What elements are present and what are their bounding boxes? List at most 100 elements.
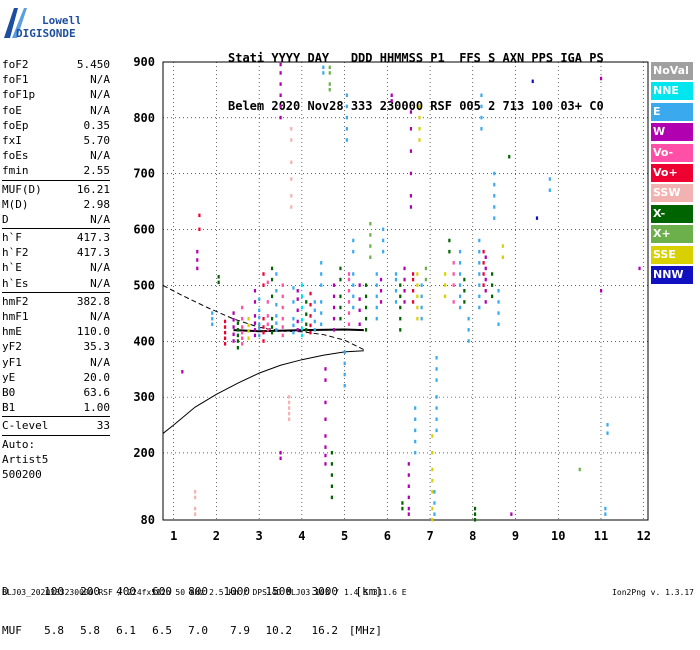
echo-point: [414, 450, 417, 455]
echo-point: [435, 356, 438, 360]
echo-point: [638, 266, 641, 271]
x-tick-label: 8: [469, 529, 476, 543]
echo-point: [394, 277, 398, 282]
true-height-profile: [162, 350, 364, 434]
echo-point: [320, 261, 323, 265]
echo-point: [292, 316, 295, 321]
x-tick-label: 10: [551, 529, 565, 543]
logo-mark-icon-2: [12, 8, 27, 38]
echo-point: [497, 311, 500, 315]
param-row: h`F 417.3: [2, 230, 110, 245]
echo-point: [548, 188, 551, 192]
echo-point: [352, 294, 355, 299]
echo-point: [458, 294, 462, 299]
echo-point: [343, 361, 346, 366]
echo-point: [375, 272, 378, 276]
param-value: N/A: [90, 276, 110, 290]
param-value: 110.0: [76, 325, 110, 339]
echo-point: [435, 428, 438, 433]
echo-point: [478, 249, 481, 254]
param-value: 5.450: [76, 58, 110, 71]
echo-point: [407, 462, 410, 466]
echo-point: [435, 395, 438, 399]
echo-point: [343, 383, 346, 388]
echo-points: [181, 62, 641, 522]
echo-point: [458, 249, 462, 254]
echo-point: [288, 417, 291, 421]
param-group-profile: hmF2 382.8 hmF1 N/A hmE 110.0 yF2 35.3 yF1 N/A yE 2…: [2, 294, 110, 416]
echo-point: [258, 333, 261, 338]
echo-point: [211, 322, 214, 327]
echo-point: [578, 467, 581, 472]
param-value: N/A: [90, 310, 110, 323]
echo-point: [281, 294, 284, 299]
echo-point: [409, 205, 413, 209]
echo-point: [493, 216, 496, 220]
echo-point: [324, 462, 327, 466]
echo-point: [196, 258, 199, 262]
echo-point: [320, 322, 323, 327]
echo-point: [270, 266, 274, 271]
echo-point: [194, 506, 197, 511]
echo-point: [266, 328, 269, 332]
echo-point: [369, 255, 372, 259]
param-value: N/A: [90, 355, 110, 369]
echo-point: [416, 294, 419, 299]
echo-point: [414, 417, 417, 421]
legend-item: NoVal: [651, 62, 693, 80]
echo-point: [548, 177, 551, 181]
distance-unit: [km]: [355, 585, 383, 598]
x-tick-label: 12: [637, 529, 651, 543]
echo-point: [435, 378, 438, 382]
legend-item: X+: [651, 225, 693, 244]
virtual-height-curve: [162, 284, 365, 351]
param-value: 35.3: [83, 340, 111, 354]
echo-point: [604, 512, 607, 516]
echo-point: [281, 305, 284, 310]
echo-point: [290, 194, 293, 198]
echo-point: [313, 319, 316, 324]
muf-value: 6.5: [152, 624, 172, 637]
echo-point: [458, 305, 462, 310]
distance-value: 800: [188, 585, 208, 598]
y-tick-label: 900: [133, 55, 155, 69]
x-tick-label: 3: [256, 529, 263, 543]
param-row: foF1p N/A: [2, 87, 110, 102]
echo-point: [399, 305, 402, 310]
echo-point: [236, 345, 239, 350]
echo-point: [407, 495, 410, 500]
param-value: 16.21: [76, 182, 110, 196]
echo-point: [232, 318, 235, 322]
echo-point: [482, 283, 485, 287]
echo-point: [258, 297, 261, 301]
echo-point: [414, 406, 417, 410]
echo-point: [300, 333, 304, 338]
echo-point: [281, 283, 284, 287]
param-label: yE: [2, 370, 16, 384]
echo-point: [223, 330, 227, 335]
echo-point: [375, 316, 378, 321]
echo-point: [424, 277, 427, 282]
echo-point: [401, 501, 404, 505]
echo-point: [458, 272, 462, 276]
legend-item: W: [651, 123, 693, 142]
header-labels: Stati YYYY DAY DDD HHMMSS P1 FFS S AXN P…: [228, 51, 604, 65]
param-row: D N/A: [2, 212, 110, 227]
echo-point: [409, 171, 413, 176]
echo-point: [352, 305, 355, 310]
echo-point: [452, 300, 455, 304]
echo-point: [414, 428, 417, 433]
echo-point: [433, 512, 436, 516]
echo-point: [217, 275, 220, 279]
echo-point: [473, 512, 477, 516]
param-row: B1 1.00: [2, 400, 110, 415]
echo-point: [343, 372, 346, 377]
echo-point: [236, 339, 239, 343]
param-label: hmF1: [2, 310, 29, 323]
echo-point: [493, 182, 496, 187]
echo-point: [431, 450, 434, 455]
param-label: B1: [2, 401, 16, 415]
echo-point: [332, 283, 336, 287]
param-row: foEs N/A: [2, 148, 110, 163]
echo-point: [300, 294, 304, 299]
